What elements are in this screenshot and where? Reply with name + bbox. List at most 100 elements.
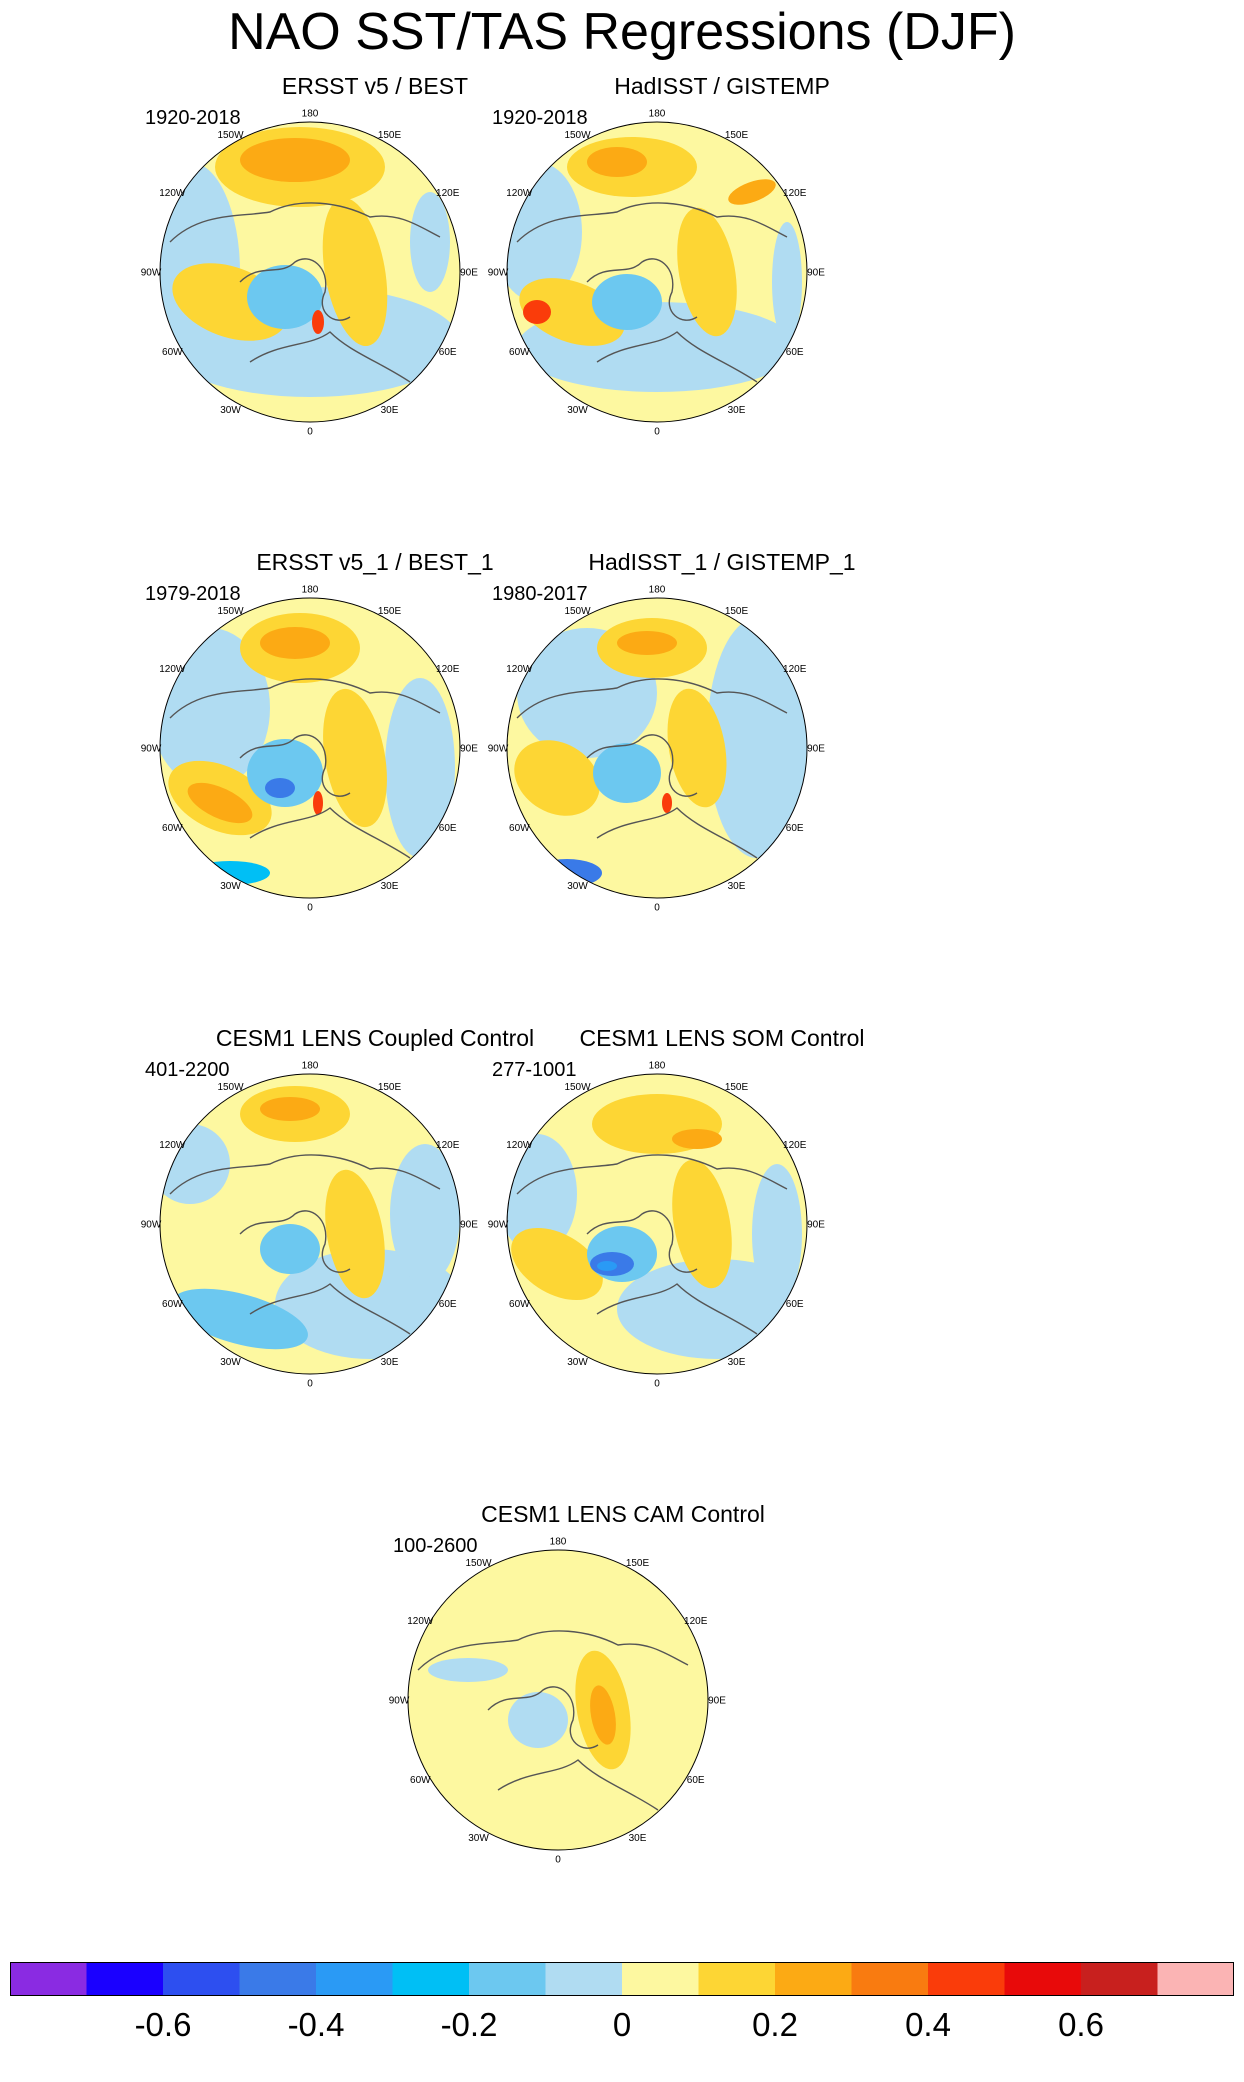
panel-period: 100-2600 [393,1535,478,1557]
longitude-label: 180 [649,1061,666,1072]
colorbar-swatch [698,1962,776,1996]
longitude-label: 30E [381,1357,399,1368]
field-contour [672,1129,722,1149]
field-contour [172,1288,308,1350]
longitude-label: 150W [465,1558,492,1569]
longitude-label: 90W [141,1220,162,1231]
coastline [169,678,441,859]
field-contour [514,740,600,816]
panel-period: 1920-2018 [492,107,588,129]
map-panel-ersst1-best1: ERSST v5_1 / BEST_1 1979-2018 180 150E 120… [141,548,605,1018]
longitude-label: 180 [649,585,666,596]
map-panel-som-control: CESM1 LENS SOM Control 277-1001 180 150E 1… [488,1024,952,1494]
field-contour [662,793,672,813]
longitude-label: 30W [468,1833,489,1844]
polar-map-cam-control: 180 150E 120E 90E 60E 30E 0 30W 60W 90W 120W 150W [389,1537,727,1866]
colorbar-tick-label: -0.2 [440,2006,498,2043]
longitude-label: 120W [407,1616,434,1627]
field-contour [590,1685,616,1745]
panel-title: CESM1 LENS SOM Control [579,1025,865,1051]
longitude-label: 150E [725,130,749,141]
regression-field [507,598,807,898]
field-contour [265,778,295,798]
regression-field [408,1550,708,1850]
longitude-label: 150E [378,1082,402,1093]
coastline [169,1154,441,1335]
colorbar-swatch [1081,1962,1158,1996]
longitude-label: 60E [786,347,804,358]
longitude-label: 60E [786,823,804,834]
field-contour [312,310,324,334]
field-contour [728,179,776,205]
field-contour [511,1227,603,1301]
field-contour [772,222,802,342]
longitude-label: 120W [159,664,186,675]
panel-title: CESM1 LENS CAM Control [481,1501,765,1527]
colorbar-swatch [775,1962,852,1996]
map-boundary [506,1073,808,1375]
longitude-label: 60E [439,1299,457,1310]
field-contour [260,627,330,659]
longitude-label: 90W [488,268,509,279]
panel-title: HadISST_1 / GISTEMP_1 [588,549,856,575]
colorbar-swatch [86,1962,164,1996]
longitude-label: 0 [654,427,660,438]
coastline [516,202,788,383]
colorbar-frame [10,1962,1234,1996]
longitude-label: 0 [307,903,313,914]
map-boundary [159,597,461,899]
longitude-label: 90E [460,744,478,755]
field-contour [593,743,661,803]
field-contour [592,274,662,330]
polar-map-coupled-control: 180 150E 120E 90E 60E 30E 0 30W 60W 90W 120W 150W [141,1061,479,1390]
colorbar-tick-label: 0 [612,2006,632,2043]
colorbar-swatch [545,1962,623,1996]
longitude-label: 150E [626,1558,650,1569]
longitude-label: 60W [162,823,183,834]
field-contour [247,265,323,329]
longitude-label: 120W [506,664,533,675]
colorbar-tick-label: 0.4 [905,2006,951,2043]
field-contour [260,1097,320,1121]
colorbar-swatch [928,1962,1005,1996]
field-contour [323,688,387,828]
longitude-label: 30E [728,881,746,892]
field-contour [260,1224,320,1274]
map-panel-hadisst-gistemp: HadISST / GISTEMP 1920-2018 180 150E 120E 9… [488,72,952,542]
longitude-label: 0 [555,1855,561,1866]
colorbar-swatch [1157,1962,1234,1996]
longitude-label: 60W [162,347,183,358]
longitude-label: 120W [506,188,533,199]
colorbar-swatch [163,1962,240,1996]
field-contour [508,1692,568,1748]
panel-period: 1920-2018 [145,107,241,129]
longitude-label: 30E [728,1357,746,1368]
longitude-label: 60W [410,1775,431,1786]
longitude-label: 90E [460,1220,478,1231]
field-contour [672,1159,732,1289]
regression-field [507,122,807,422]
longitude-label: 60W [509,1299,530,1310]
colorbar-tick-label: 0.6 [1058,2006,1104,2043]
longitude-label: 30E [629,1833,647,1844]
regression-field [160,122,460,422]
field-contour [325,1169,385,1299]
field-contour [410,192,450,292]
field-contour [667,688,727,808]
coastline [516,678,788,859]
longitude-label: 120E [436,1140,460,1151]
field-contour [240,138,350,182]
longitude-label: 60E [687,1775,705,1786]
map-panel-cam-control: CESM1 LENS CAM Control 100-2600 180 150E 1… [389,1500,853,1970]
longitude-label: 30W [220,405,241,416]
coastline [516,1154,788,1335]
colorbar-swatch [622,1962,699,1996]
longitude-label: 90E [807,1220,825,1231]
longitude-label: 0 [307,427,313,438]
panel-period: 1979-2018 [145,583,241,605]
colorbar-swatch [851,1962,929,1996]
longitude-label: 0 [307,1379,313,1390]
longitude-label: 0 [654,1379,660,1390]
panel-title: CESM1 LENS Coupled Control [215,1025,535,1051]
colorbar-tick-label: -0.6 [134,2006,192,2043]
